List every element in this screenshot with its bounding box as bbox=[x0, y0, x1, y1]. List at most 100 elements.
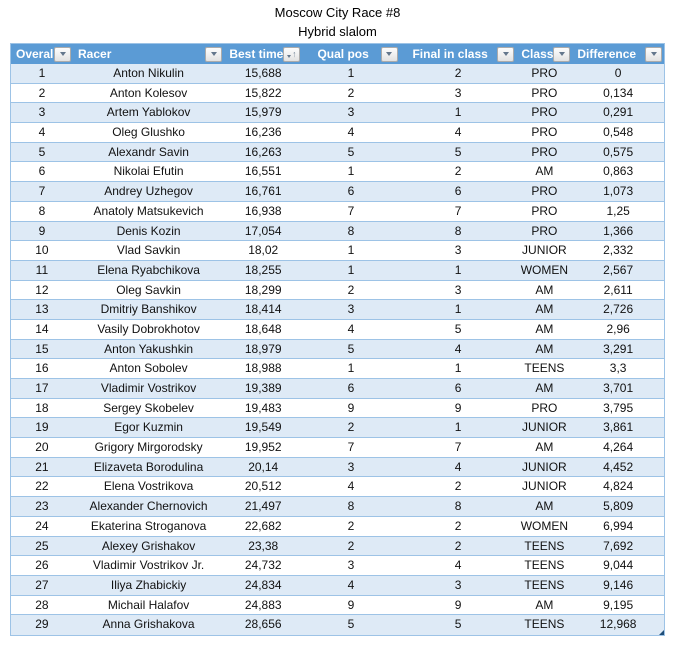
cell-difference[interactable]: 2,726 bbox=[603, 302, 634, 317]
cell-difference[interactable]: 2,332 bbox=[603, 243, 634, 258]
cell-racer[interactable]: Andrey Uzhegov bbox=[104, 184, 193, 199]
cell-final_in_class[interactable]: 1 bbox=[454, 105, 462, 120]
cell-class[interactable]: JUNIOR bbox=[522, 459, 567, 474]
cell-class[interactable]: PRO bbox=[531, 105, 558, 120]
cell-racer[interactable]: Iliya Zhabickiy bbox=[110, 577, 187, 592]
cell-best_time[interactable]: 15,979 bbox=[244, 105, 282, 120]
cell-class[interactable]: AM bbox=[535, 499, 554, 514]
cell-difference[interactable]: 9,146 bbox=[603, 577, 634, 592]
cell-overall[interactable]: 3 bbox=[38, 105, 46, 120]
cell-class[interactable]: WOMEN bbox=[520, 262, 569, 277]
cell-qual_pos[interactable]: 5 bbox=[347, 341, 355, 356]
cell-difference[interactable]: 0,291 bbox=[603, 105, 634, 120]
cell-final_in_class[interactable]: 9 bbox=[454, 597, 462, 612]
cell-difference[interactable]: 0,863 bbox=[603, 164, 634, 179]
cell-racer[interactable]: Oleg Glushko bbox=[112, 125, 185, 140]
cell-best_time[interactable]: 18,979 bbox=[244, 341, 282, 356]
cell-racer[interactable]: Anton Kolesov bbox=[109, 85, 188, 100]
cell-overall[interactable]: 7 bbox=[38, 184, 46, 199]
cell-best_time[interactable]: 16,551 bbox=[244, 164, 282, 179]
cell-qual_pos[interactable]: 7 bbox=[347, 203, 355, 218]
cell-difference[interactable]: 3,291 bbox=[603, 341, 634, 356]
cell-difference[interactable]: 4,264 bbox=[603, 440, 634, 455]
cell-difference[interactable]: 5,809 bbox=[603, 499, 634, 514]
cell-difference[interactable]: 12,968 bbox=[599, 617, 637, 632]
cell-class[interactable]: AM bbox=[535, 381, 554, 395]
cell-final_in_class[interactable]: 4 bbox=[454, 558, 462, 573]
cell-difference[interactable]: 3,3 bbox=[609, 361, 627, 376]
column-header-best_time[interactable]: Best time ↑ bbox=[224, 44, 302, 64]
cell-final_in_class[interactable]: 1 bbox=[454, 302, 462, 317]
cell-final_in_class[interactable]: 9 bbox=[454, 400, 462, 415]
cell-overall[interactable]: 18 bbox=[35, 400, 49, 415]
cell-final_in_class[interactable]: 1 bbox=[454, 262, 462, 277]
cell-final_in_class[interactable]: 4 bbox=[454, 341, 462, 356]
cell-overall[interactable]: 5 bbox=[38, 144, 46, 159]
cell-overall[interactable]: 24 bbox=[35, 518, 49, 533]
cell-final_in_class[interactable]: 4 bbox=[454, 459, 462, 474]
cell-qual_pos[interactable]: 3 bbox=[347, 302, 355, 317]
cell-overall[interactable]: 21 bbox=[35, 459, 49, 474]
cell-racer[interactable]: Vladimir Vostrikov Jr. bbox=[92, 558, 205, 573]
cell-racer[interactable]: Sergey Skobelev bbox=[103, 400, 194, 415]
cell-overall[interactable]: 28 bbox=[35, 597, 49, 612]
cell-racer[interactable]: Vasily Dobrokhotov bbox=[97, 321, 200, 336]
cell-best_time[interactable]: 18,299 bbox=[244, 282, 282, 297]
cell-overall[interactable]: 13 bbox=[35, 302, 49, 317]
cell-qual_pos[interactable]: 2 bbox=[347, 538, 355, 553]
cell-qual_pos[interactable]: 4 bbox=[347, 577, 355, 592]
cell-difference[interactable]: 9,044 bbox=[603, 558, 634, 573]
cell-class[interactable]: JUNIOR bbox=[522, 243, 567, 258]
cell-qual_pos[interactable]: 3 bbox=[347, 105, 355, 120]
cell-racer[interactable]: Vladimir Vostrikov bbox=[100, 381, 197, 395]
cell-qual_pos[interactable]: 1 bbox=[347, 361, 355, 376]
filter-dropdown-button[interactable] bbox=[497, 46, 515, 62]
cell-overall[interactable]: 12 bbox=[35, 282, 49, 297]
cell-qual_pos[interactable]: 4 bbox=[347, 125, 355, 140]
cell-racer[interactable]: Dmitriy Banshikov bbox=[100, 302, 197, 317]
cell-overall[interactable]: 29 bbox=[35, 617, 49, 632]
cell-class[interactable]: JUNIOR bbox=[522, 479, 567, 494]
cell-class[interactable]: PRO bbox=[531, 203, 558, 218]
cell-qual_pos[interactable]: 8 bbox=[347, 499, 355, 514]
cell-overall[interactable]: 22 bbox=[35, 479, 49, 494]
cell-class[interactable]: TEENS bbox=[524, 558, 565, 573]
cell-qual_pos[interactable]: 7 bbox=[347, 440, 355, 455]
cell-final_in_class[interactable]: 3 bbox=[454, 577, 462, 592]
column-header-class[interactable]: Class bbox=[516, 44, 572, 64]
cell-class[interactable]: TEENS bbox=[524, 617, 565, 632]
cell-racer[interactable]: Elena Ryabchikova bbox=[97, 262, 200, 277]
cell-overall[interactable]: 27 bbox=[35, 577, 49, 592]
cell-overall[interactable]: 4 bbox=[38, 125, 46, 140]
cell-racer[interactable]: Artem Yablokov bbox=[106, 105, 191, 120]
cell-overall[interactable]: 20 bbox=[35, 440, 49, 455]
cell-difference[interactable]: 1,25 bbox=[606, 203, 630, 218]
cell-overall[interactable]: 15 bbox=[35, 341, 49, 356]
cell-best_time[interactable]: 21,497 bbox=[244, 499, 282, 514]
cell-difference[interactable]: 7,692 bbox=[603, 538, 634, 553]
cell-racer[interactable]: Grigory Mirgorodsky bbox=[94, 440, 203, 455]
cell-best_time[interactable]: 16,938 bbox=[244, 203, 282, 218]
cell-final_in_class[interactable]: 1 bbox=[454, 361, 462, 376]
cell-best_time[interactable]: 19,952 bbox=[244, 440, 282, 455]
cell-best_time[interactable]: 24,732 bbox=[244, 558, 282, 573]
cell-difference[interactable]: 0,134 bbox=[603, 85, 634, 100]
cell-best_time[interactable]: 18,02 bbox=[248, 243, 279, 258]
cell-final_in_class[interactable]: 4 bbox=[454, 125, 462, 140]
cell-final_in_class[interactable]: 2 bbox=[454, 518, 462, 533]
cell-racer[interactable]: Elena Vostrikova bbox=[103, 479, 194, 494]
cell-final_in_class[interactable]: 5 bbox=[454, 617, 462, 632]
cell-final_in_class[interactable]: 3 bbox=[454, 85, 462, 100]
cell-best_time[interactable]: 18,255 bbox=[244, 262, 282, 277]
cell-racer[interactable]: Elizaveta Borodulina bbox=[93, 459, 204, 474]
cell-best_time[interactable]: 18,414 bbox=[244, 302, 282, 317]
cell-difference[interactable]: 1,073 bbox=[603, 184, 634, 199]
cell-racer[interactable]: Nikolai Efutin bbox=[113, 164, 184, 179]
cell-difference[interactable]: 0,548 bbox=[603, 125, 634, 140]
cell-difference[interactable]: 1,366 bbox=[603, 223, 634, 238]
cell-difference[interactable]: 2,611 bbox=[603, 282, 633, 297]
cell-racer[interactable]: Anna Grishakova bbox=[102, 617, 195, 632]
cell-class[interactable]: AM bbox=[535, 164, 554, 179]
column-header-difference[interactable]: Difference bbox=[572, 44, 664, 64]
cell-overall[interactable]: 19 bbox=[35, 420, 49, 435]
